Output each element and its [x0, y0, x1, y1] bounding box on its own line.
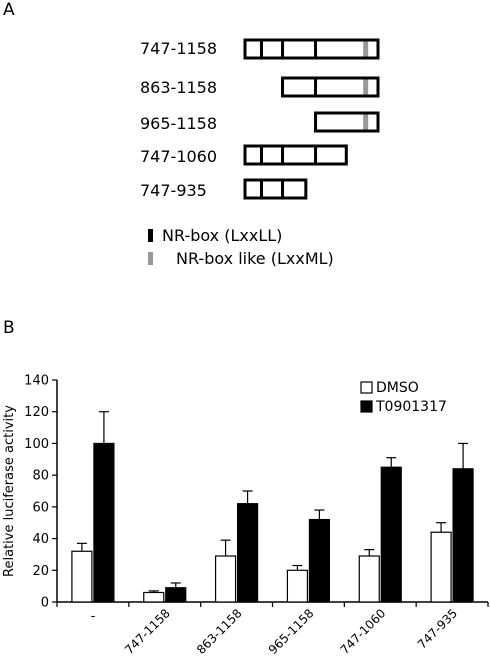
bar-dmso [71, 550, 93, 603]
construct-label: 747-1060 [140, 147, 218, 166]
x-tick-label: 747-1060 [338, 606, 389, 657]
construct-diagram [243, 38, 380, 200]
nr-box-mark [281, 146, 285, 164]
chart-legend: DMSO T0901317 [360, 380, 447, 415]
bar-dmso [430, 531, 452, 603]
bar-t0901317 [308, 518, 331, 603]
nr-box-mark [281, 180, 285, 198]
bar-dmso [214, 555, 237, 603]
construct-label: 747-935 [140, 181, 207, 200]
y-tick-label: 80 [32, 469, 49, 484]
x-tick-label: - [91, 609, 96, 624]
panel-b-label: B [3, 318, 15, 338]
x-tick-label: 747-935 [415, 606, 460, 651]
x-tick-label: 747-1158 [122, 606, 173, 657]
construct-bar [243, 178, 308, 200]
nr-box-legend-swatch [148, 229, 153, 242]
y-axis-label: Relative luciferase activity [2, 405, 17, 577]
legend-swatch-t0901317 [360, 400, 373, 413]
nr-box-like-legend-label: NR-box like (LxxML) [176, 249, 334, 268]
legend-swatch-dmso [360, 381, 373, 394]
chart-bars [71, 411, 474, 603]
nr-box-mark [260, 40, 264, 58]
legend-label-t0901317: T0901317 [375, 399, 447, 415]
legend-label-dmso: DMSO [376, 380, 419, 396]
nr-box-like-mark [363, 79, 369, 95]
bar-t0901317 [165, 587, 187, 603]
nr-box-legend-label: NR-box (LxxLL) [162, 226, 283, 245]
y-tick-label: 100 [24, 437, 49, 452]
construct-label: 747-1158 [140, 39, 218, 58]
y-tick-label: 120 [24, 405, 49, 420]
construct-bar [281, 76, 380, 98]
nr-box-mark [314, 78, 318, 96]
nr-box-mark [314, 146, 318, 164]
y-tick-label: 0 [41, 596, 49, 611]
bar-dmso [286, 569, 309, 603]
panel-a-label: A [3, 0, 15, 20]
construct-bar [243, 38, 380, 60]
bar-t0901317 [236, 503, 259, 603]
y-tick-label: 20 [32, 564, 49, 579]
nr-box-like-mark [363, 41, 369, 57]
nr-box-like-legend-swatch [148, 252, 153, 265]
nr-box-mark [260, 180, 264, 198]
construct-bar [243, 144, 348, 166]
bar-t0901317 [380, 466, 402, 603]
y-tick-label: 40 [32, 532, 49, 547]
nr-box-mark [260, 146, 264, 164]
nr-box-mark [314, 40, 318, 58]
bar-t0901317 [452, 468, 474, 603]
construct-label: 863-1158 [140, 78, 218, 97]
y-tick-label: 60 [32, 500, 49, 515]
y-tick-label: 140 [24, 374, 49, 389]
construct-bar [314, 111, 380, 133]
x-tick-label: 965-1158 [266, 606, 317, 657]
bar-dmso [358, 555, 380, 603]
bar-t0901317 [93, 442, 115, 603]
nr-box-mark [281, 40, 285, 58]
x-tick-label: 863-1158 [194, 606, 245, 657]
construct-label: 965-1158 [140, 114, 218, 133]
nr-box-like-mark [363, 114, 369, 130]
panel-a-legend [148, 229, 153, 265]
bar-dmso [143, 591, 165, 603]
